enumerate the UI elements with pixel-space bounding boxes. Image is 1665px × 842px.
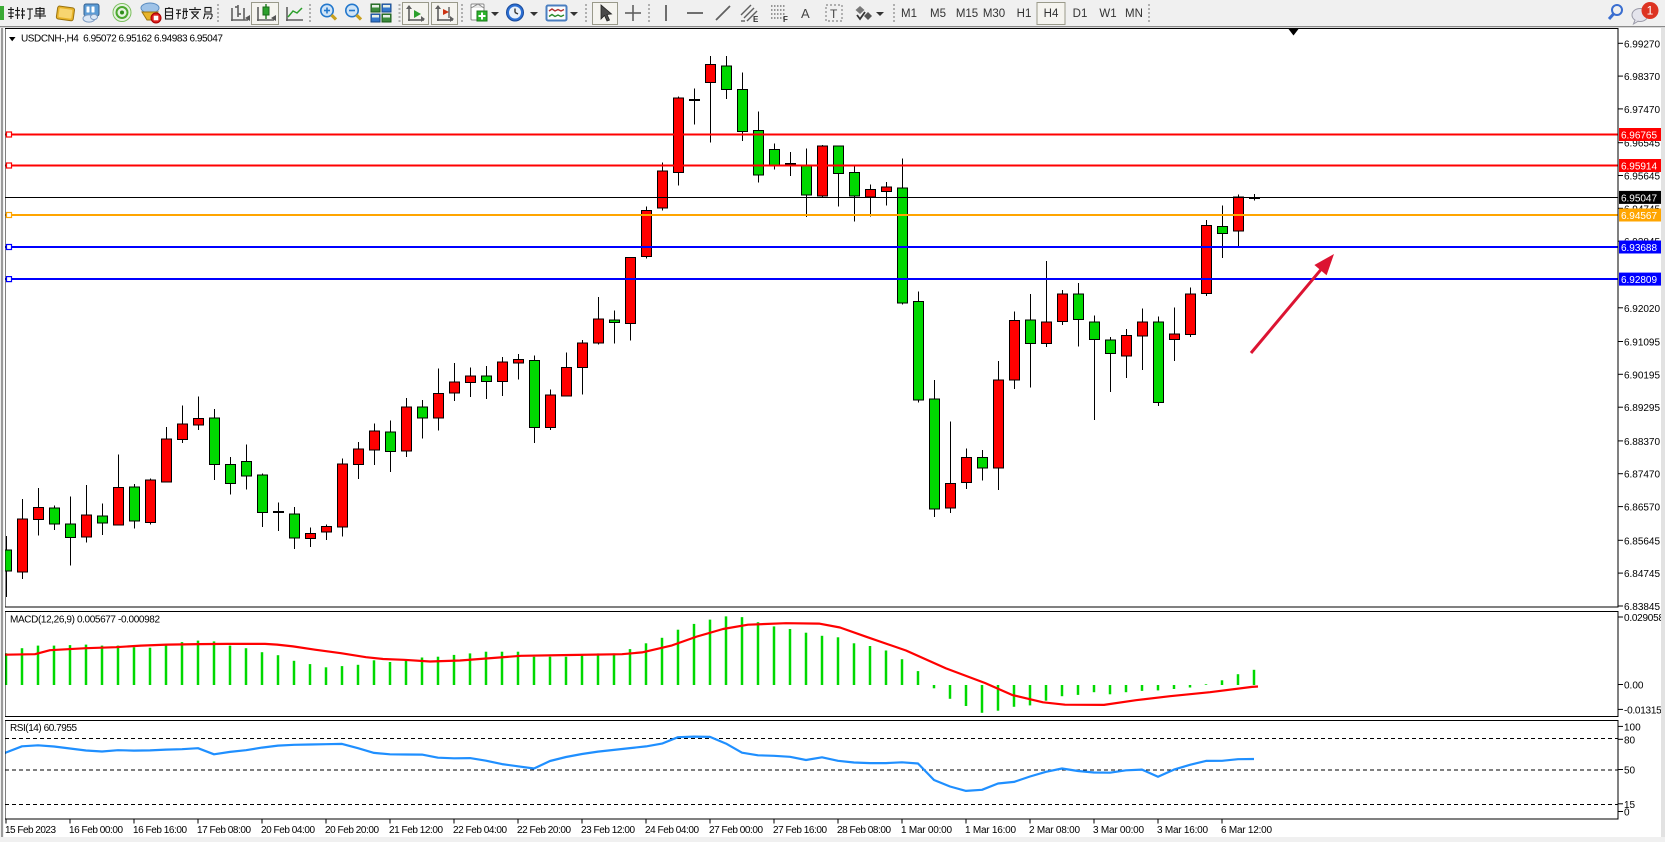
svg-text:27 Feb 00:00: 27 Feb 00:00 [709, 825, 763, 836]
svg-text:28 Feb 08:00: 28 Feb 08:00 [837, 825, 891, 836]
svg-text:15 Feb 2023: 15 Feb 2023 [5, 825, 56, 836]
svg-text:H1: H1 [1017, 8, 1032, 20]
svg-text:16 Feb 00:00: 16 Feb 00:00 [69, 825, 123, 836]
svg-text:20 Feb 04:00: 20 Feb 04:00 [261, 825, 315, 836]
svg-text:6.97470: 6.97470 [1624, 105, 1660, 116]
svg-text:16 Feb 16:00: 16 Feb 16:00 [133, 825, 187, 836]
svg-text:3 Mar 00:00: 3 Mar 00:00 [1093, 825, 1144, 836]
svg-text:M5: M5 [930, 8, 946, 20]
svg-text:T: T [830, 7, 838, 21]
svg-text:M30: M30 [983, 8, 1005, 20]
svg-text:6.88370: 6.88370 [1624, 437, 1660, 448]
svg-text:6.93688: 6.93688 [1621, 243, 1657, 254]
svg-text:15: 15 [1624, 800, 1636, 811]
svg-text:6.96545: 6.96545 [1624, 139, 1660, 150]
svg-text:6.84745: 6.84745 [1624, 569, 1660, 580]
svg-text:1 Mar 16:00: 1 Mar 16:00 [965, 825, 1016, 836]
svg-text:22 Feb 20:00: 22 Feb 20:00 [517, 825, 571, 836]
svg-text:6.96765: 6.96765 [1621, 131, 1657, 142]
svg-text:6.91095: 6.91095 [1624, 338, 1660, 349]
svg-text:6 Mar 12:00: 6 Mar 12:00 [1221, 825, 1272, 836]
svg-text:1: 1 [1647, 4, 1654, 18]
svg-text:20 Feb 20:00: 20 Feb 20:00 [325, 825, 379, 836]
svg-text:6.92809: 6.92809 [1621, 275, 1657, 286]
svg-text:USDCNH-,H4 6.95072 6.95162 6.: USDCNH-,H4 6.95072 6.95162 6.94983 6.950… [21, 34, 223, 45]
svg-text:0.029058: 0.029058 [1624, 613, 1664, 624]
svg-text:W1: W1 [1099, 8, 1116, 20]
svg-text:6.83845: 6.83845 [1624, 602, 1660, 613]
svg-text:6.87470: 6.87470 [1624, 470, 1660, 481]
svg-text:-0.013154: -0.013154 [1624, 705, 1665, 716]
svg-text:6.90195: 6.90195 [1624, 370, 1660, 381]
svg-text:6.89295: 6.89295 [1624, 403, 1660, 414]
svg-text:6.95047: 6.95047 [1621, 193, 1657, 204]
svg-text:F: F [783, 15, 788, 24]
svg-text:6.92020: 6.92020 [1624, 304, 1660, 315]
svg-text:D1: D1 [1073, 8, 1088, 20]
svg-text:6.98370: 6.98370 [1624, 72, 1660, 83]
svg-text:M15: M15 [956, 8, 978, 20]
svg-text:6.99270: 6.99270 [1624, 39, 1660, 50]
svg-text:MACD(12,26,9) 0.005677 -0.0009: MACD(12,26,9) 0.005677 -0.000982 [10, 615, 160, 626]
svg-text:3 Mar 16:00: 3 Mar 16:00 [1157, 825, 1208, 836]
svg-text:H4: H4 [1044, 8, 1059, 20]
svg-text:27 Feb 16:00: 27 Feb 16:00 [773, 825, 827, 836]
svg-text:0.00: 0.00 [1624, 681, 1644, 692]
svg-text:17 Feb 08:00: 17 Feb 08:00 [197, 825, 251, 836]
svg-text:24 Feb 04:00: 24 Feb 04:00 [645, 825, 699, 836]
svg-text:E: E [753, 15, 759, 24]
svg-text:RSI(14) 60.7955: RSI(14) 60.7955 [10, 723, 77, 734]
svg-text:23 Feb 12:00: 23 Feb 12:00 [581, 825, 635, 836]
svg-text:2 Mar 08:00: 2 Mar 08:00 [1029, 825, 1080, 836]
svg-text:6.94567: 6.94567 [1621, 211, 1657, 222]
svg-text:1 Mar 00:00: 1 Mar 00:00 [901, 825, 952, 836]
svg-text:80: 80 [1624, 735, 1636, 746]
svg-text:100: 100 [1624, 722, 1641, 733]
svg-text:6.95914: 6.95914 [1621, 162, 1657, 173]
svg-text:6.85645: 6.85645 [1624, 536, 1660, 547]
svg-text:A: A [801, 6, 810, 21]
svg-text:6.95645: 6.95645 [1624, 172, 1660, 183]
svg-text:21 Feb 12:00: 21 Feb 12:00 [389, 825, 443, 836]
svg-text:50: 50 [1624, 766, 1636, 777]
svg-text:0: 0 [1624, 808, 1630, 819]
svg-text:22 Feb 04:00: 22 Feb 04:00 [453, 825, 507, 836]
svg-text:MN: MN [1125, 8, 1143, 20]
svg-text:6.86570: 6.86570 [1624, 503, 1660, 514]
svg-text:M1: M1 [901, 8, 917, 20]
